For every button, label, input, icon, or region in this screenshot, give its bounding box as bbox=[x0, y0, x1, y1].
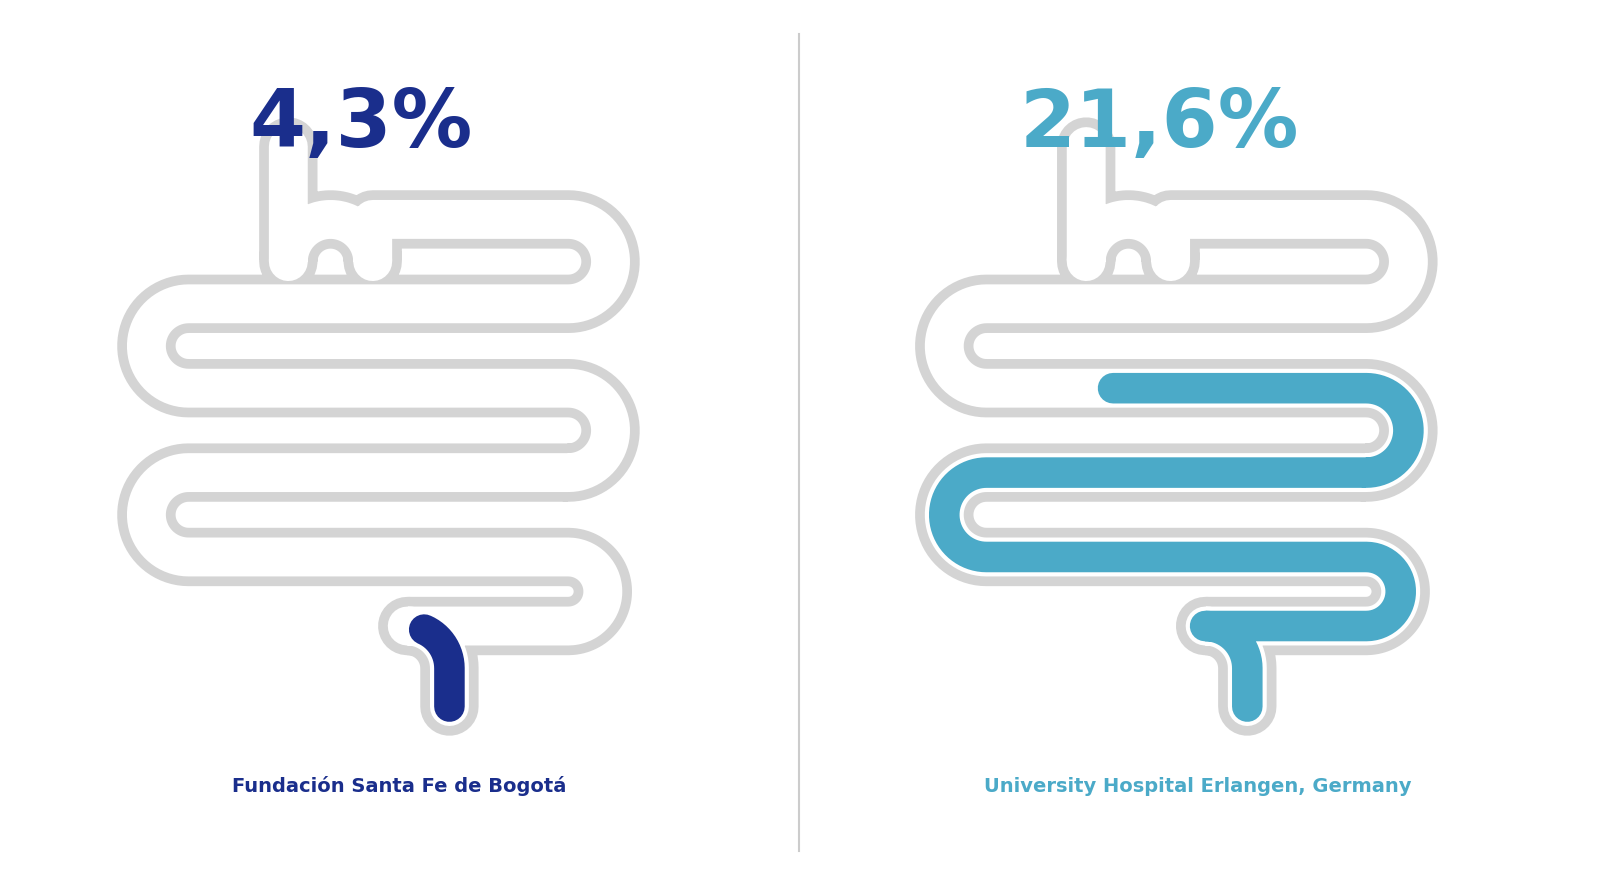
Text: 4,3%: 4,3% bbox=[249, 86, 473, 164]
Text: University Hospital Erlangen, Germany: University Hospital Erlangen, Germany bbox=[984, 776, 1412, 795]
Text: 21,6%: 21,6% bbox=[1019, 86, 1298, 164]
Text: Fundación Santa Fe de Bogotá: Fundación Santa Fe de Bogotá bbox=[233, 775, 567, 795]
